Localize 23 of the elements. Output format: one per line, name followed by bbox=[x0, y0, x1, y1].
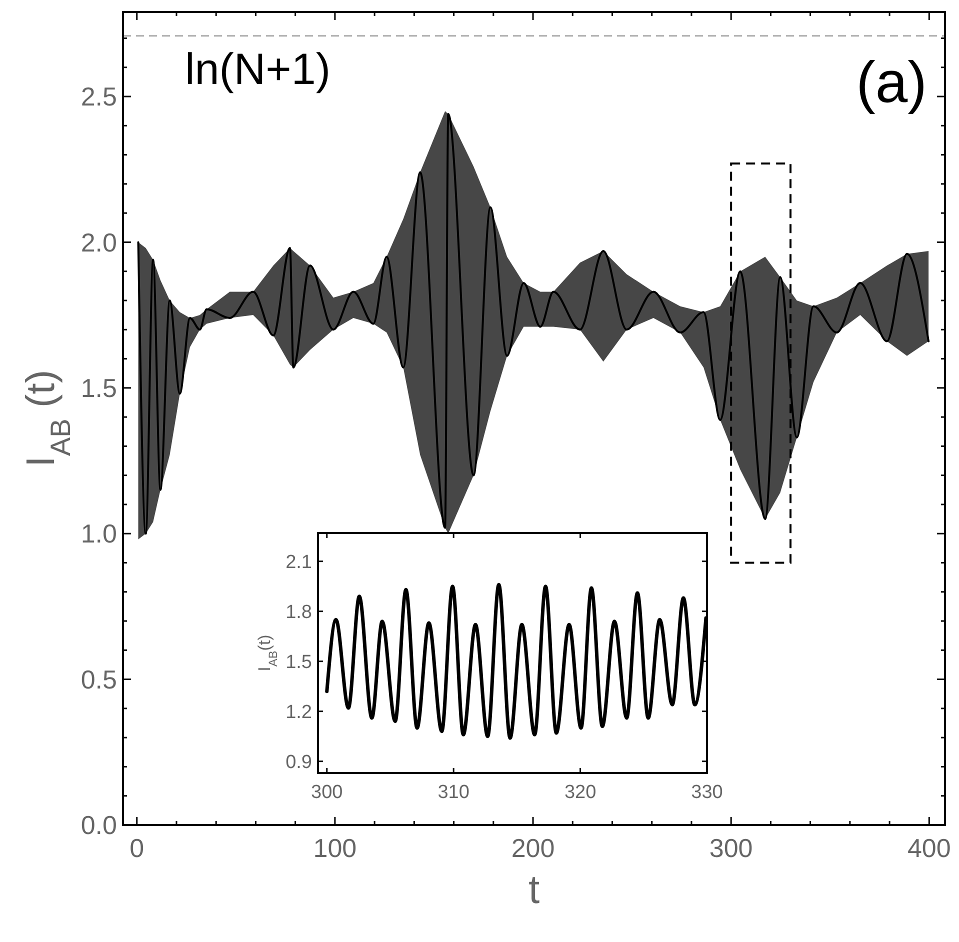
x-tick-label: 330 bbox=[691, 782, 723, 803]
ref-line-label: ln(N+1) bbox=[185, 44, 330, 94]
y-tick-label: 1.5 bbox=[80, 373, 117, 404]
y-tick-label: 2.0 bbox=[80, 227, 117, 258]
y-tick-label: 2.1 bbox=[286, 552, 312, 573]
x-axis-title: t bbox=[528, 868, 540, 912]
x-tick-label: 300 bbox=[311, 782, 343, 803]
x-tick-label: 100 bbox=[313, 833, 357, 863]
annotation: (a) bbox=[856, 50, 927, 115]
x-tick-label: 400 bbox=[907, 833, 951, 863]
x-tick-label: 200 bbox=[511, 833, 555, 863]
y-tick-label: 1.2 bbox=[286, 702, 312, 723]
y-tick-label: 1.8 bbox=[286, 602, 312, 623]
y-tick-label: 1.5 bbox=[286, 652, 312, 673]
x-tick-label: 300 bbox=[709, 833, 753, 863]
y-tick-label: 0.5 bbox=[80, 664, 117, 694]
y-tick-label: 2.5 bbox=[80, 82, 117, 112]
x-tick-label: 320 bbox=[564, 782, 596, 803]
y-tick-label: 1.0 bbox=[80, 518, 117, 549]
y-tick-label: 0.0 bbox=[80, 810, 117, 840]
y-tick-label: 0.9 bbox=[286, 752, 312, 773]
x-tick-label: 0 bbox=[130, 833, 144, 863]
x-tick-label: 310 bbox=[438, 782, 470, 803]
